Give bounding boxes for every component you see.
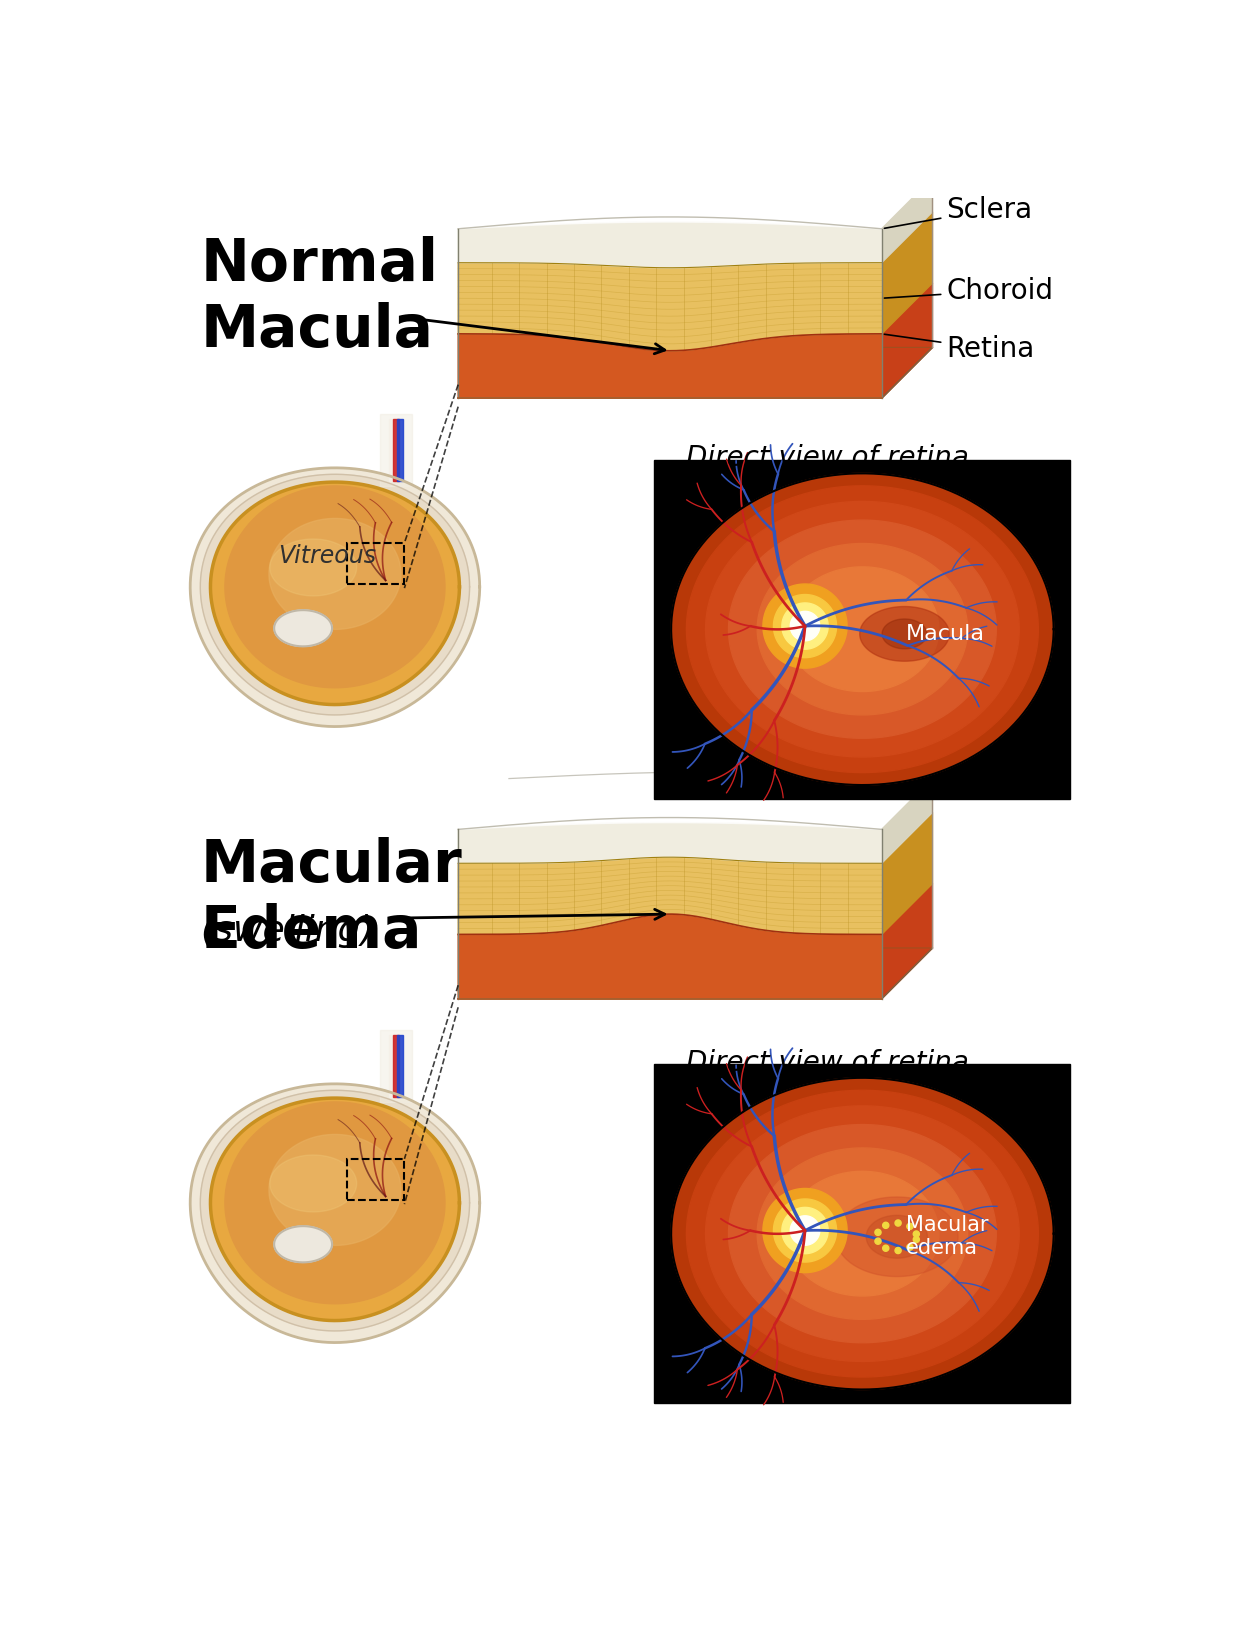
- Polygon shape: [458, 914, 881, 998]
- Polygon shape: [728, 1125, 997, 1343]
- Polygon shape: [881, 284, 932, 398]
- Polygon shape: [881, 884, 932, 998]
- Polygon shape: [389, 1035, 395, 1097]
- Text: (swelling): (swelling): [201, 914, 375, 949]
- Polygon shape: [277, 1242, 329, 1257]
- Polygon shape: [774, 594, 837, 658]
- Text: Macular
Edema: Macular Edema: [201, 837, 462, 960]
- Polygon shape: [758, 543, 968, 714]
- Polygon shape: [270, 1155, 357, 1211]
- Polygon shape: [686, 1091, 1039, 1378]
- Polygon shape: [763, 1188, 847, 1272]
- Polygon shape: [836, 1196, 958, 1277]
- Polygon shape: [458, 858, 881, 934]
- Polygon shape: [671, 1077, 1054, 1389]
- Polygon shape: [225, 1102, 444, 1304]
- Polygon shape: [458, 949, 932, 998]
- Polygon shape: [671, 474, 1054, 785]
- Polygon shape: [269, 1135, 401, 1246]
- Polygon shape: [907, 1244, 912, 1251]
- Text: Sclera: Sclera: [884, 196, 1032, 228]
- Polygon shape: [380, 1030, 412, 1102]
- Polygon shape: [191, 1084, 479, 1343]
- Polygon shape: [225, 487, 444, 688]
- Text: Direct view of retina: Direct view of retina: [686, 444, 969, 472]
- Polygon shape: [277, 627, 329, 640]
- Polygon shape: [782, 602, 828, 648]
- Polygon shape: [655, 1064, 1071, 1402]
- Polygon shape: [458, 823, 881, 863]
- Polygon shape: [867, 1216, 927, 1259]
- Polygon shape: [875, 1229, 881, 1236]
- Polygon shape: [210, 482, 459, 705]
- Text: Macular
edema: Macular edema: [906, 1214, 988, 1259]
- Polygon shape: [895, 1247, 901, 1254]
- Polygon shape: [269, 518, 401, 629]
- Polygon shape: [380, 414, 412, 487]
- Polygon shape: [883, 619, 927, 648]
- Polygon shape: [686, 485, 1039, 772]
- Polygon shape: [458, 333, 881, 398]
- Polygon shape: [201, 474, 469, 714]
- Polygon shape: [895, 1219, 901, 1226]
- Polygon shape: [458, 348, 932, 398]
- Polygon shape: [881, 812, 932, 934]
- Polygon shape: [883, 1246, 889, 1251]
- Polygon shape: [786, 1172, 938, 1295]
- Text: Vitreous: Vitreous: [279, 544, 376, 568]
- Polygon shape: [875, 1238, 881, 1244]
- Polygon shape: [396, 419, 404, 480]
- Polygon shape: [859, 607, 950, 662]
- Polygon shape: [706, 502, 1019, 757]
- Polygon shape: [790, 612, 820, 640]
- Polygon shape: [790, 1216, 820, 1246]
- Polygon shape: [201, 1091, 469, 1332]
- Polygon shape: [191, 469, 479, 726]
- Polygon shape: [458, 223, 881, 267]
- Text: Normal
Macula: Normal Macula: [201, 236, 438, 360]
- Polygon shape: [396, 1035, 404, 1097]
- Polygon shape: [758, 1148, 968, 1320]
- Polygon shape: [914, 1231, 920, 1238]
- Polygon shape: [655, 460, 1071, 799]
- Polygon shape: [907, 1223, 912, 1229]
- Polygon shape: [914, 1236, 920, 1242]
- Polygon shape: [458, 216, 881, 229]
- Text: Retina: Retina: [884, 335, 1035, 363]
- Polygon shape: [774, 1200, 837, 1262]
- Polygon shape: [881, 779, 932, 863]
- Polygon shape: [883, 1223, 889, 1228]
- Polygon shape: [274, 1226, 332, 1262]
- Polygon shape: [458, 262, 881, 351]
- Polygon shape: [728, 520, 997, 738]
- Text: Choroid: Choroid: [884, 277, 1054, 305]
- Polygon shape: [786, 568, 938, 691]
- Polygon shape: [392, 419, 399, 480]
- Polygon shape: [274, 610, 332, 647]
- Polygon shape: [389, 419, 395, 480]
- Polygon shape: [458, 817, 881, 830]
- Polygon shape: [881, 178, 932, 262]
- Polygon shape: [782, 1208, 828, 1254]
- Polygon shape: [270, 540, 357, 596]
- Polygon shape: [210, 1097, 459, 1320]
- Polygon shape: [881, 211, 932, 333]
- Text: Direct view of retina: Direct view of retina: [686, 1049, 969, 1077]
- Polygon shape: [392, 1035, 399, 1097]
- Polygon shape: [763, 584, 847, 668]
- Polygon shape: [706, 1106, 1019, 1361]
- Text: Macula: Macula: [906, 624, 984, 644]
